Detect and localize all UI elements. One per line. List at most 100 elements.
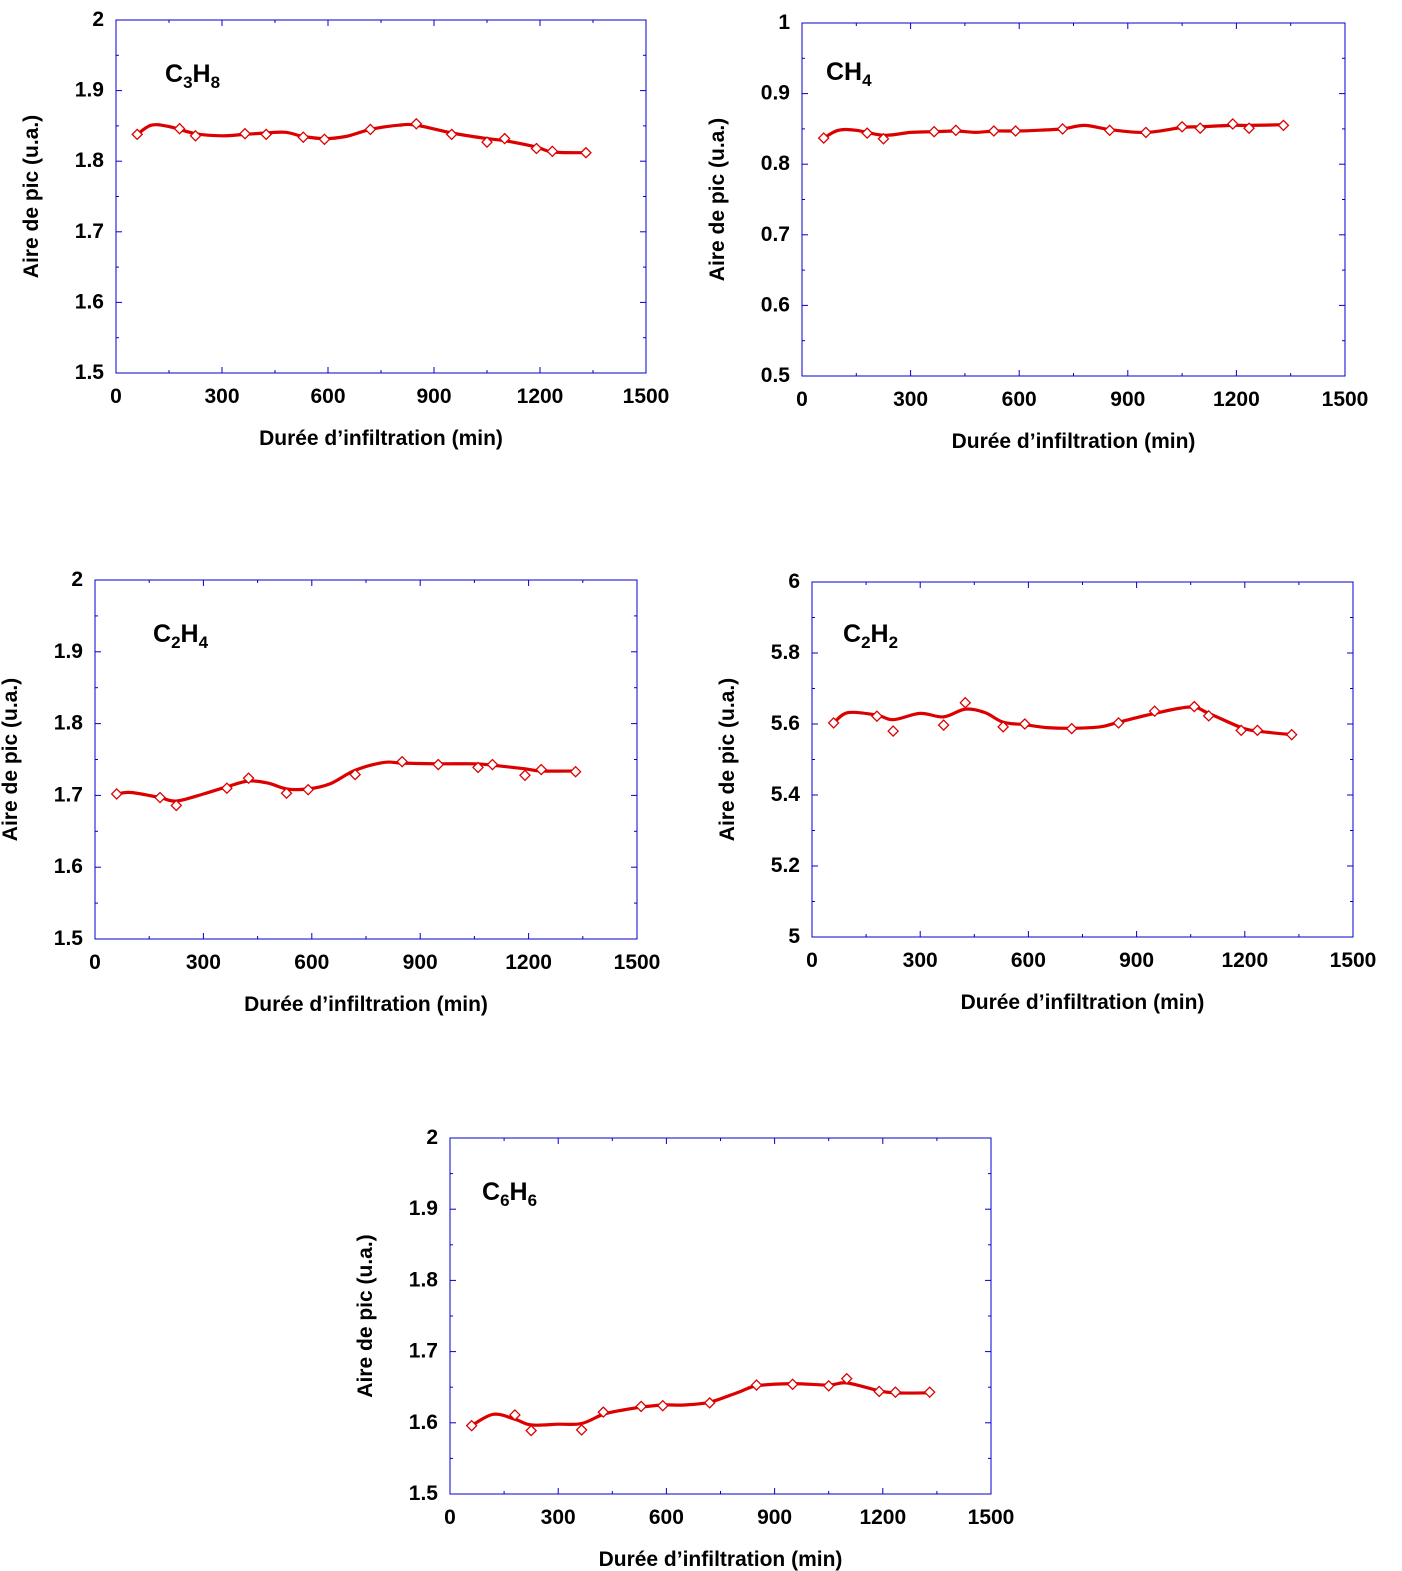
- title-text: H: [181, 620, 199, 648]
- data-point: [1065, 722, 1078, 735]
- chart-panel: 0 300 600 900 1200 1500 1.5 1.6 1.7 1.8 1.9 2 Durée …: [0, 568, 660, 1016]
- y-tick-label: 1.8: [54, 712, 84, 735]
- title-text: CH: [826, 58, 862, 86]
- data-point: [1285, 728, 1298, 741]
- data-point: [1194, 122, 1207, 135]
- x-tick-label: 600: [1011, 949, 1046, 972]
- data-point: [1139, 126, 1152, 139]
- y-tick-label: 0.9: [761, 82, 790, 105]
- y-tick-label: 5.6: [771, 712, 800, 735]
- x-tick-label: 300: [541, 1506, 576, 1529]
- data-point: [987, 125, 1000, 137]
- x-tick-label: 1200: [859, 1506, 906, 1529]
- panel-title: C2H2: [843, 620, 898, 652]
- data-point: [410, 117, 423, 130]
- data-point: [189, 129, 202, 142]
- y-tick-label: 1: [778, 11, 790, 34]
- data-point: [750, 1379, 763, 1391]
- data-point: [1235, 724, 1248, 737]
- x-tick-label: 900: [403, 951, 438, 974]
- chart-panel: 0 300 600 900 1200 1500 5 5.2 5.4 5.6 5.8 6 Durée d’…: [716, 570, 1376, 1014]
- data-point: [1226, 118, 1239, 130]
- data-point: [923, 1386, 936, 1399]
- fit-line: [822, 123, 1286, 140]
- y-tick-label: 6: [788, 570, 800, 593]
- data-point: [110, 788, 123, 800]
- x-tick-label: 0: [444, 1506, 456, 1529]
- y-tick-label: 2: [92, 8, 104, 31]
- y-tick-label: 5.4: [771, 783, 801, 806]
- data-point: [1103, 124, 1116, 137]
- panel-title: C2H4: [153, 620, 209, 652]
- data-point: [575, 1424, 588, 1436]
- x-tick-label: 300: [903, 949, 938, 972]
- x-tick-label: 900: [416, 385, 451, 408]
- data-point: [1188, 700, 1201, 713]
- data-point: [173, 122, 186, 135]
- data-point: [656, 1399, 669, 1412]
- data-point: [364, 123, 377, 136]
- x-tick-label: 300: [186, 951, 221, 974]
- x-tick-label: 1500: [1330, 949, 1377, 972]
- title-text: H: [510, 1178, 528, 1206]
- fit-line: [832, 705, 1294, 737]
- x-tick-label: 1200: [1213, 388, 1260, 411]
- title-text: H: [193, 60, 211, 88]
- x-tick-label: 600: [294, 951, 329, 974]
- y-tick-label: 1.8: [409, 1268, 439, 1291]
- title-text: C: [482, 1178, 500, 1206]
- y-tick-label: 0.6: [761, 293, 790, 316]
- data-point: [498, 132, 511, 145]
- data-point: [703, 1396, 716, 1409]
- x-tick-label: 600: [1002, 388, 1037, 411]
- data-point: [297, 131, 310, 144]
- title-subscript: 3: [183, 73, 192, 92]
- y-tick-label: 1.9: [409, 1197, 438, 1220]
- title-text: C: [843, 620, 861, 648]
- data-point: [937, 719, 950, 731]
- data-point: [580, 146, 592, 159]
- y-tick-label: 0.7: [761, 223, 790, 246]
- y-tick-label: 1.5: [409, 1482, 439, 1505]
- x-tick-label: 1200: [505, 951, 552, 974]
- data-point: [1176, 120, 1189, 133]
- y-tick-label: 1.5: [75, 361, 105, 384]
- plot-frame: [801, 22, 1346, 377]
- data-point: [1251, 724, 1264, 737]
- chart-panel: 0 300 600 900 1200 1500 1.5 1.6 1.7 1.8 1.9 2 Durée …: [354, 1126, 1014, 1571]
- x-axis-label: Durée d’infiltration (min): [244, 993, 488, 1016]
- y-axis-label: Aire de pic (u.a.): [0, 678, 22, 841]
- y-tick-label: 1.6: [409, 1411, 438, 1434]
- data-point: [154, 791, 166, 804]
- y-tick-label: 1.8: [75, 149, 105, 172]
- title-subscript: 4: [862, 71, 872, 90]
- data-point: [519, 769, 531, 782]
- data-point: [486, 758, 499, 771]
- x-axis-label: Durée d’infiltration (min): [961, 991, 1205, 1014]
- y-tick-label: 1.7: [75, 220, 104, 243]
- data-point: [817, 132, 830, 144]
- data-point: [432, 758, 445, 771]
- data-point: [889, 1386, 902, 1399]
- data-point: [786, 1378, 799, 1391]
- data-point: [873, 1385, 886, 1398]
- data-point: [1056, 122, 1069, 135]
- x-tick-label: 1500: [968, 1506, 1015, 1529]
- data-point: [546, 145, 559, 158]
- data-point: [481, 136, 493, 149]
- data-point: [396, 755, 409, 768]
- panel-title: C3H8: [165, 60, 220, 92]
- data-point: [239, 127, 251, 140]
- chart-panel: 0 300 600 900 1200 1500 0.5 0.6 0.7 0.8 0.9 1 Durée …: [706, 11, 1368, 453]
- title-subscript: 6: [528, 1191, 537, 1210]
- y-axis-label: Aire de pic (u.a.): [20, 115, 43, 278]
- y-tick-label: 1.6: [75, 290, 104, 313]
- data-point: [472, 761, 484, 774]
- data-point: [928, 125, 941, 138]
- fit-line: [135, 122, 588, 155]
- title-subscript: 8: [211, 73, 220, 92]
- chart-panel: 0 300 600 900 1200 1500 1.5 1.6 1.7 1.8 1.9 2 Durée …: [20, 8, 669, 450]
- title-subscript: 6: [500, 1191, 509, 1210]
- x-tick-label: 900: [1110, 388, 1145, 411]
